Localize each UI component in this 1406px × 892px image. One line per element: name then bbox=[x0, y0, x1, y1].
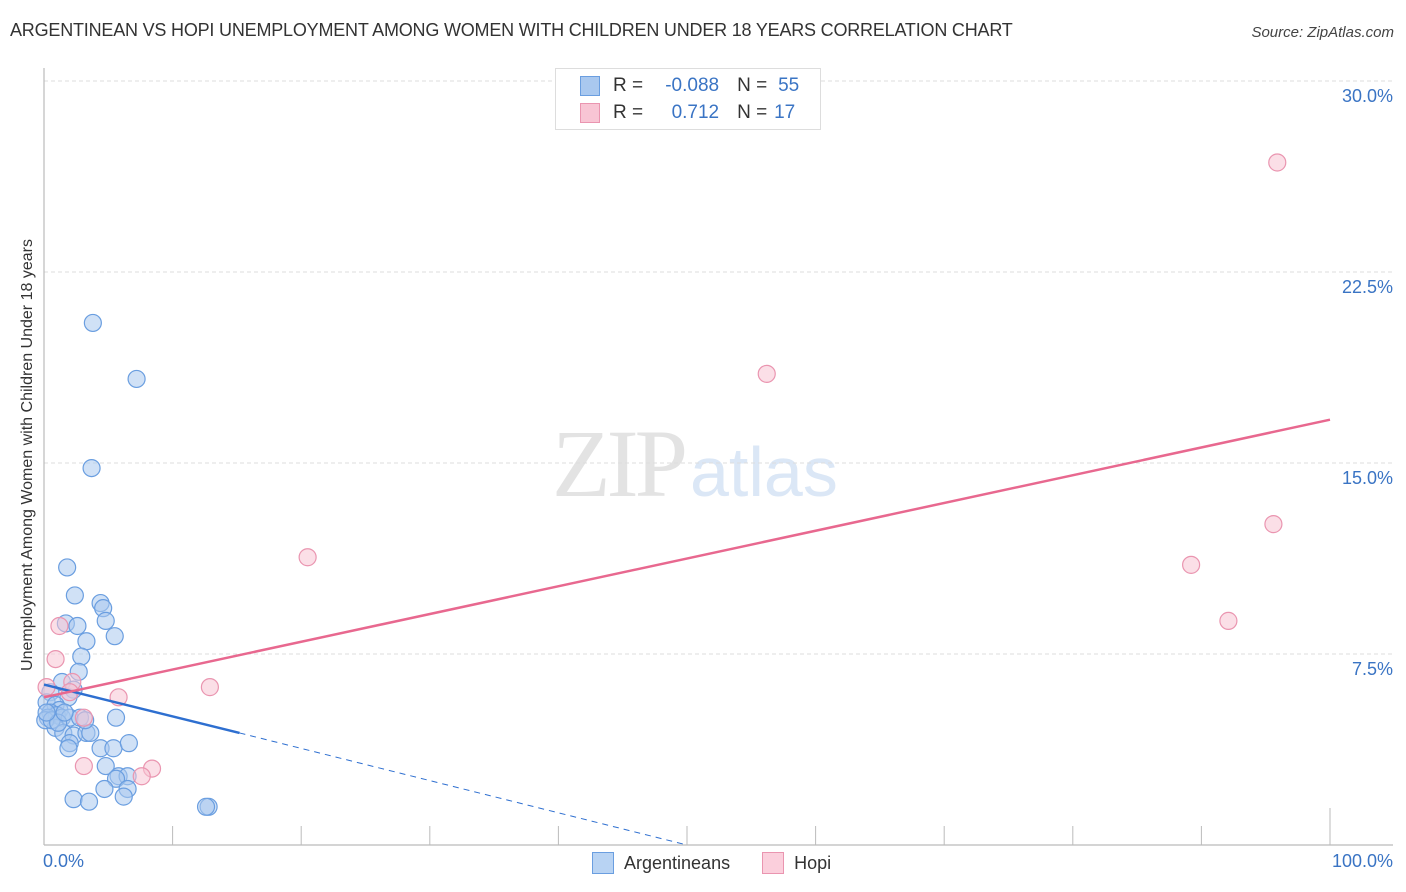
data-point[interactable] bbox=[46, 649, 65, 669]
argentineans-points bbox=[36, 313, 218, 816]
data-point[interactable] bbox=[55, 703, 74, 722]
source-credit: Source: ZipAtlas.com bbox=[1251, 24, 1394, 41]
data-point[interactable] bbox=[79, 792, 99, 811]
data-point[interactable] bbox=[77, 632, 96, 651]
y-tick-22-5: 22.5% bbox=[1341, 277, 1393, 297]
data-point[interactable] bbox=[127, 369, 146, 389]
y-axis-label: Unemployment Among Women with Children U… bbox=[19, 239, 36, 671]
watermark-logo: ZIPatlas bbox=[552, 408, 838, 519]
x-tick-0: 0.0% bbox=[43, 851, 85, 871]
n-label: N = bbox=[737, 75, 768, 96]
argentineans-trend-extension bbox=[239, 732, 688, 846]
data-point[interactable] bbox=[50, 616, 69, 636]
data-point[interactable] bbox=[1264, 515, 1283, 534]
data-point[interactable] bbox=[83, 313, 102, 333]
y-tick-15: 15.0% bbox=[1341, 468, 1393, 488]
axes bbox=[43, 68, 1393, 846]
argentineans-legend-swatch-icon bbox=[592, 852, 614, 874]
data-point[interactable] bbox=[132, 767, 151, 786]
legend-item-argentineans[interactable]: Argentineans bbox=[592, 852, 730, 874]
legend-label-hopi: Hopi bbox=[794, 852, 832, 873]
chart-title: ARGENTINEAN VS HOPI UNEMPLOYMENT AMONG W… bbox=[10, 20, 1013, 40]
x-tick-100: 100.0% bbox=[1331, 851, 1393, 871]
y-tick-30: 30.0% bbox=[1341, 86, 1393, 106]
correlation-legend: R = -0.088 N = 55 R = 0.712 N = 17 bbox=[555, 68, 821, 130]
data-point[interactable] bbox=[72, 647, 91, 666]
data-point[interactable] bbox=[1182, 555, 1201, 574]
data-point[interactable] bbox=[757, 364, 776, 383]
r-label: R = bbox=[613, 75, 644, 96]
hopi-points bbox=[37, 153, 1287, 786]
data-point[interactable] bbox=[106, 708, 126, 727]
data-point[interactable] bbox=[68, 616, 87, 636]
y-tick-7-5: 7.5% bbox=[1351, 659, 1393, 679]
data-point[interactable] bbox=[298, 548, 317, 567]
data-point[interactable] bbox=[64, 790, 83, 809]
n-value-hopi: 17 bbox=[774, 102, 796, 123]
data-point[interactable] bbox=[200, 678, 219, 697]
data-point[interactable] bbox=[105, 627, 124, 646]
data-point[interactable] bbox=[114, 787, 133, 806]
data-point[interactable] bbox=[1268, 153, 1287, 172]
hopi-trend-line bbox=[43, 418, 1331, 699]
data-point[interactable] bbox=[196, 797, 216, 816]
legend-label-argentineans: Argentineans bbox=[624, 852, 731, 873]
data-point[interactable] bbox=[82, 458, 101, 478]
data-point[interactable] bbox=[96, 611, 115, 630]
legend-row-hopi: R = 0.712 N = 17 bbox=[580, 101, 795, 125]
watermark-atlas: atlas bbox=[690, 433, 838, 511]
r-label: R = bbox=[613, 102, 644, 123]
argentineans-trend-line bbox=[43, 683, 240, 735]
hopi-swatch-icon bbox=[580, 103, 600, 123]
data-point[interactable] bbox=[37, 703, 56, 722]
data-point[interactable] bbox=[119, 734, 138, 753]
data-point[interactable] bbox=[74, 756, 93, 776]
series-legend: Argentineans Hopi bbox=[592, 852, 863, 874]
data-point[interactable] bbox=[59, 739, 78, 758]
legend-item-hopi[interactable]: Hopi bbox=[762, 852, 831, 874]
argentineans-swatch-icon bbox=[580, 76, 600, 96]
data-point[interactable] bbox=[1219, 611, 1238, 630]
r-value-argentineans: -0.088 bbox=[665, 75, 720, 96]
n-label: N = bbox=[737, 102, 768, 123]
data-point[interactable] bbox=[74, 708, 93, 727]
n-value-argentineans: 55 bbox=[778, 75, 800, 96]
data-point[interactable] bbox=[58, 558, 77, 577]
hopi-legend-swatch-icon bbox=[762, 852, 785, 874]
data-point[interactable] bbox=[96, 756, 115, 776]
trend-lines bbox=[43, 418, 1331, 846]
r-value-hopi: 0.712 bbox=[671, 102, 720, 123]
data-point[interactable] bbox=[104, 739, 123, 758]
data-point[interactable] bbox=[95, 779, 114, 799]
data-point[interactable] bbox=[65, 586, 84, 605]
data-point[interactable] bbox=[106, 769, 126, 788]
legend-row-argentineans: R = -0.088 N = 55 bbox=[580, 74, 799, 98]
